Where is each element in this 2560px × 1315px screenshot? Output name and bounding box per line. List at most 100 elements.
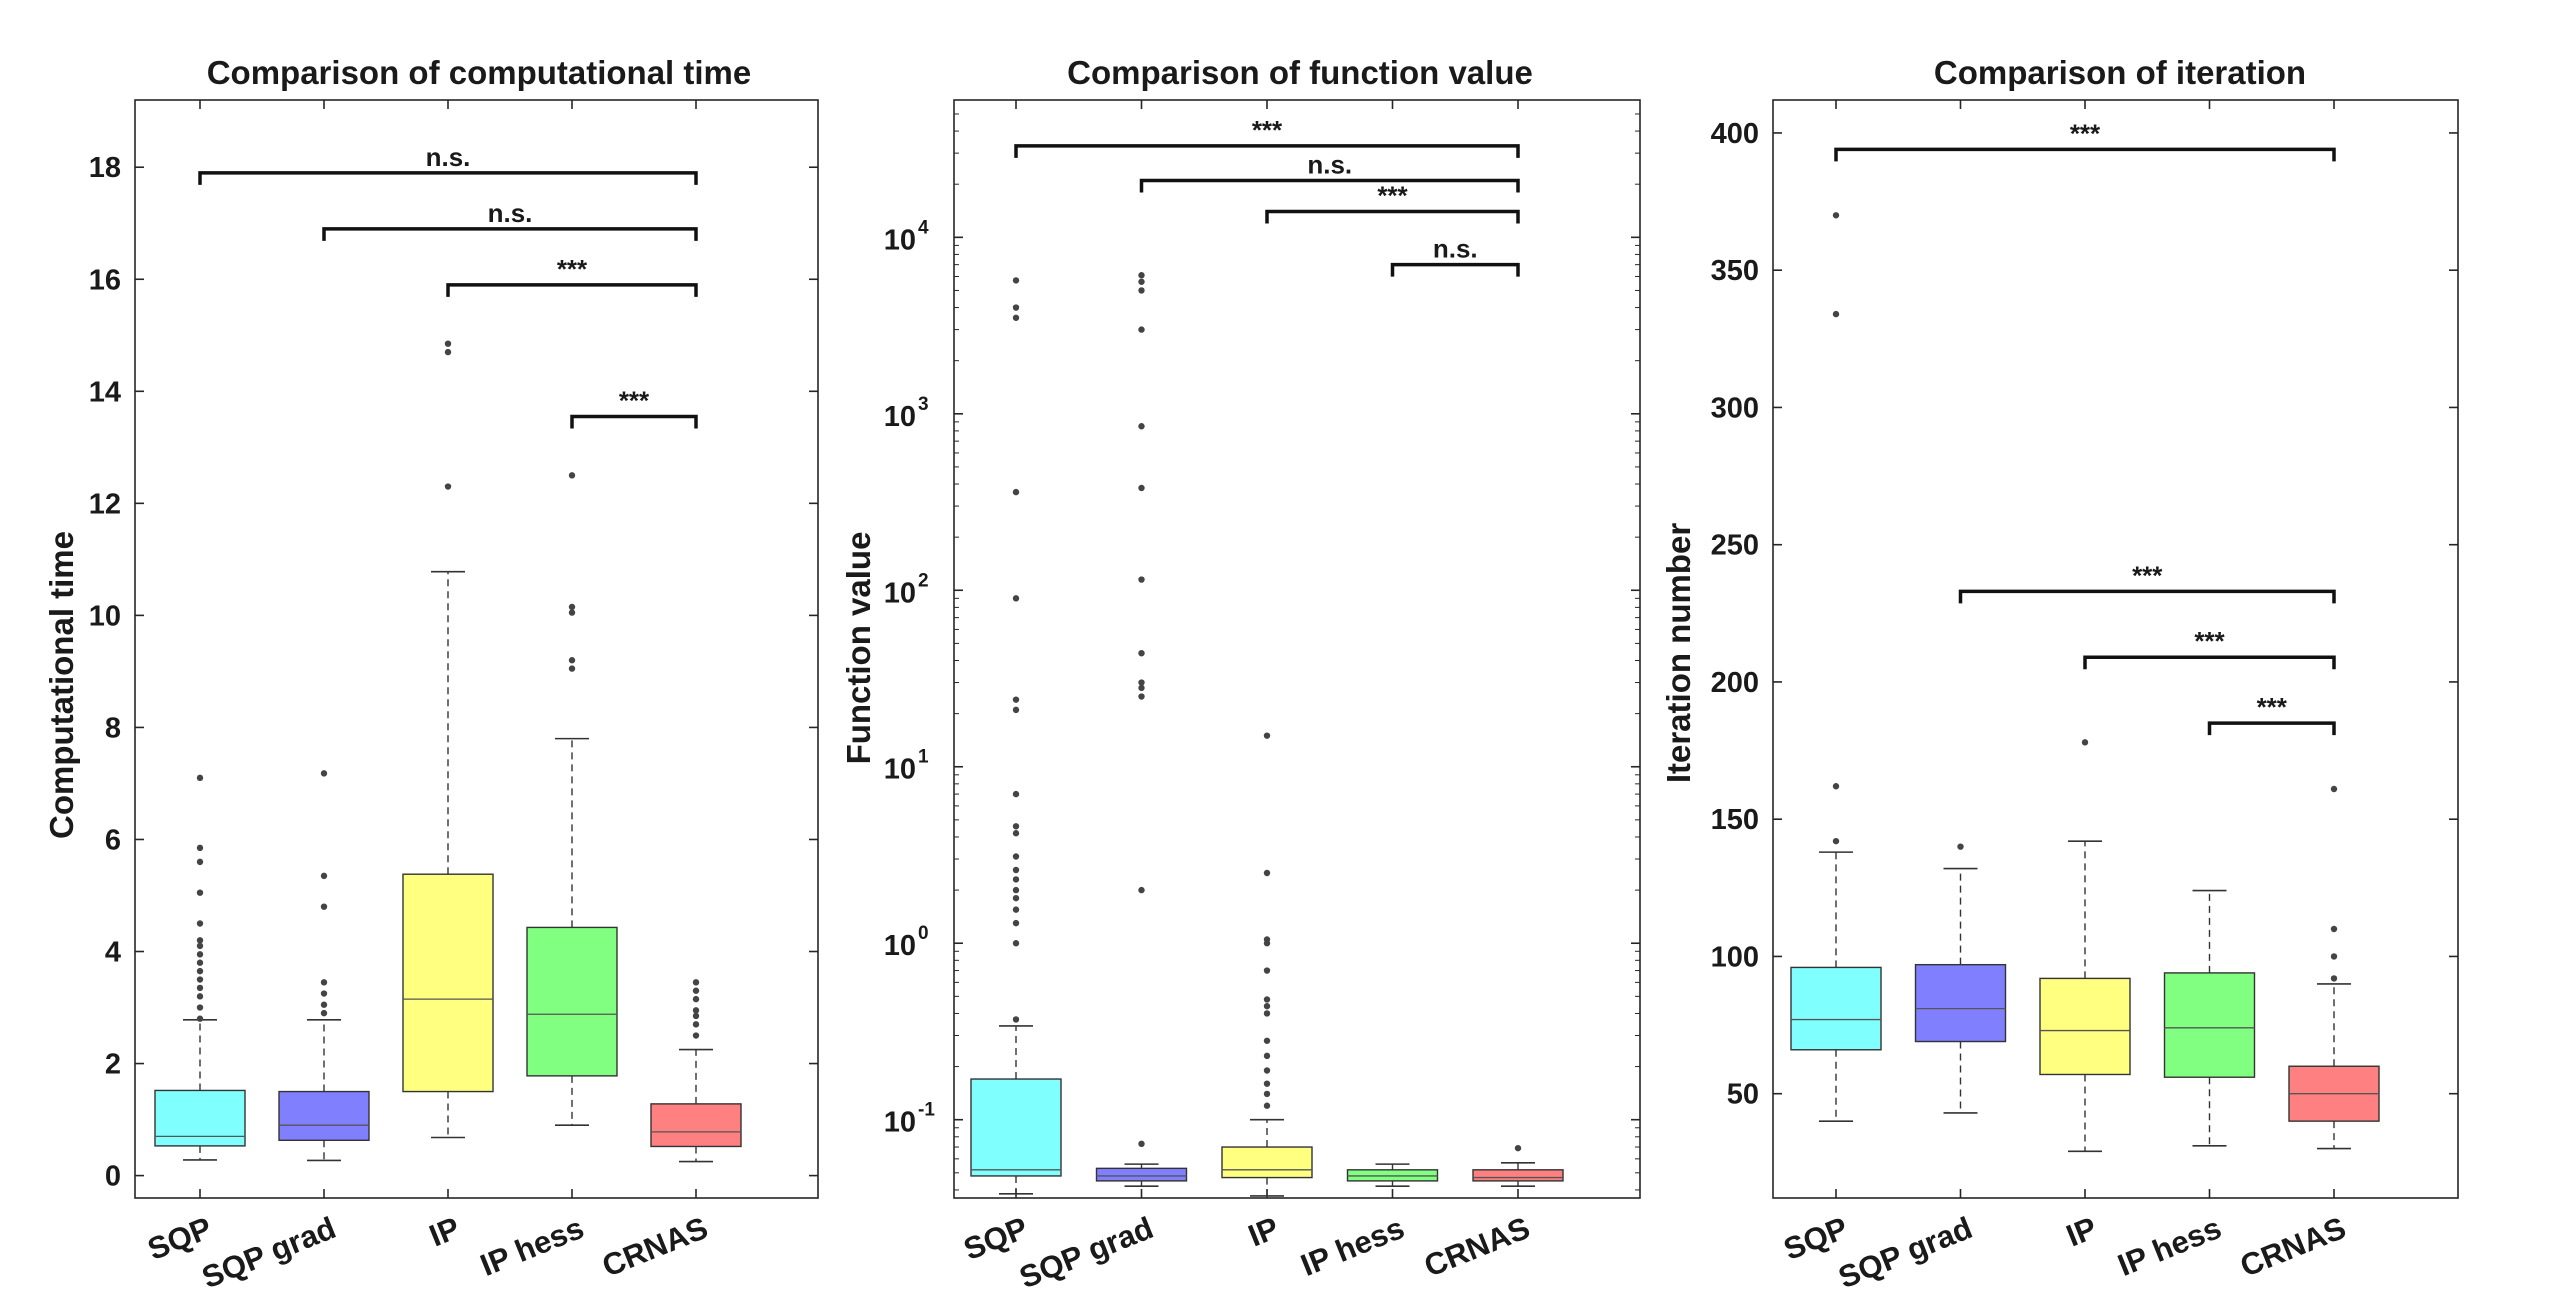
bracket-line [1390, 262, 1520, 277]
bracket-line [1834, 147, 2336, 162]
box-ip-hess [2163, 889, 2256, 1147]
outlier-point [1263, 1102, 1271, 1109]
outlier-point [1832, 783, 1840, 790]
y-tick-label: 14 [89, 376, 121, 408]
outlier-point [1832, 837, 1840, 845]
significance-bracket: *** [1834, 118, 2336, 162]
outlier-point [1012, 706, 1020, 714]
outlier-point [1263, 732, 1271, 739]
y-tick-label: 10 [884, 577, 916, 609]
outlier-point [2330, 785, 2338, 793]
box-sqp-grad [278, 770, 370, 1162]
outlier-point [1012, 314, 1020, 321]
outlier-point [1012, 1016, 1020, 1023]
y-tick-label: 10 [884, 754, 916, 786]
box-ip [402, 340, 494, 1139]
outlier-point [1138, 679, 1145, 686]
outlier-point [1263, 936, 1271, 943]
outlier-point [1138, 886, 1145, 894]
box-sqp [154, 774, 246, 1161]
outlier-point [2081, 739, 2089, 746]
outlier-point [1138, 278, 1145, 285]
significance-bracket: n.s. [322, 198, 698, 241]
significance-label: n.s. [488, 198, 533, 228]
y-tick-label: 400 [1711, 118, 1759, 150]
outlier-point [1263, 869, 1271, 877]
box-iqr [1914, 963, 2007, 1043]
bracket-line [1958, 589, 2336, 604]
outlier-point [444, 483, 452, 490]
outlier-point [320, 990, 328, 997]
outlier-point [196, 937, 204, 944]
outlier-point [1263, 1067, 1271, 1074]
outlier-point [2330, 925, 2338, 933]
x-tick-label: IP [2061, 1210, 2101, 1253]
outlier-point [320, 903, 328, 910]
outlier-point [568, 657, 576, 664]
outlier-point [1138, 326, 1145, 333]
outlier-point [1263, 1010, 1271, 1017]
outlier-point [568, 665, 576, 672]
y-tick-label: 100 [1711, 941, 1759, 973]
significance-bracket: n.s. [1390, 234, 1520, 277]
y-tick-label: 250 [1711, 530, 1759, 562]
bracket-line [1265, 209, 1520, 224]
outlier-point [1012, 919, 1020, 927]
outlier-point [692, 987, 700, 994]
outlier-point [1138, 1140, 1145, 1148]
outlier-point [196, 858, 204, 866]
box-iqr [2163, 972, 2256, 1078]
outlier-point [1012, 940, 1020, 947]
outlier-point [2330, 953, 2338, 960]
y-tick-label: 10 [89, 600, 121, 632]
box-iqr [526, 926, 618, 1077]
outlier-point [692, 1012, 700, 1020]
y-tick-label: 12 [89, 488, 121, 520]
significance-bracket: *** [1265, 181, 1520, 224]
y-tick-label: 6 [105, 824, 121, 856]
x-tick-label: IP hess [475, 1210, 588, 1283]
significance-bracket: *** [2083, 626, 2336, 670]
bracket-line [1014, 144, 1520, 158]
outlier-point [1012, 277, 1020, 284]
significance-label: n.s. [1307, 149, 1352, 179]
outlier-point [692, 1032, 700, 1039]
y-tick-label: 10 [884, 930, 916, 962]
outlier-point [320, 872, 328, 880]
significance-bracket: *** [446, 254, 698, 297]
significance-bracket: *** [1014, 115, 1520, 158]
y-tick-label: 8 [105, 712, 121, 744]
outlier-point [1012, 876, 1020, 883]
outlier-point [2330, 975, 2338, 982]
y-tick-label: 150 [1711, 804, 1759, 836]
outlier-point [196, 976, 204, 983]
outlier-point [1012, 488, 1020, 496]
outlier-point [1012, 886, 1020, 894]
chart-title: Comparison of function value [1067, 54, 1533, 91]
x-tick-label: CRNAS [597, 1210, 712, 1284]
significance-label: *** [1377, 181, 1408, 211]
outlier-point [1138, 649, 1145, 657]
x-tick-label: SQP [959, 1210, 1033, 1267]
outlier-point [1012, 853, 1020, 860]
significance-label: n.s. [426, 142, 471, 172]
significance-bracket: *** [1958, 560, 2336, 604]
significance-label: *** [1252, 115, 1283, 145]
box-iqr [970, 1078, 1062, 1177]
box-crnas [2288, 785, 2380, 1150]
outlier-point [692, 995, 700, 1003]
outlier-point [692, 1007, 700, 1014]
box-sqp [1790, 212, 1882, 1122]
outlier-point [1012, 790, 1020, 798]
outlier-point [196, 1015, 204, 1022]
outlier-point [196, 774, 204, 782]
box-iqr [650, 1103, 742, 1148]
x-tick-label: CRNAS [1419, 1210, 1534, 1284]
outlier-point [444, 348, 452, 356]
outlier-point [1012, 823, 1020, 830]
x-tick-label: IP [424, 1210, 464, 1253]
outlier-point [320, 1009, 328, 1017]
y-tick-label: 16 [89, 264, 121, 296]
outlier-point [320, 770, 328, 777]
box-sqp-grad [1914, 843, 2007, 1114]
